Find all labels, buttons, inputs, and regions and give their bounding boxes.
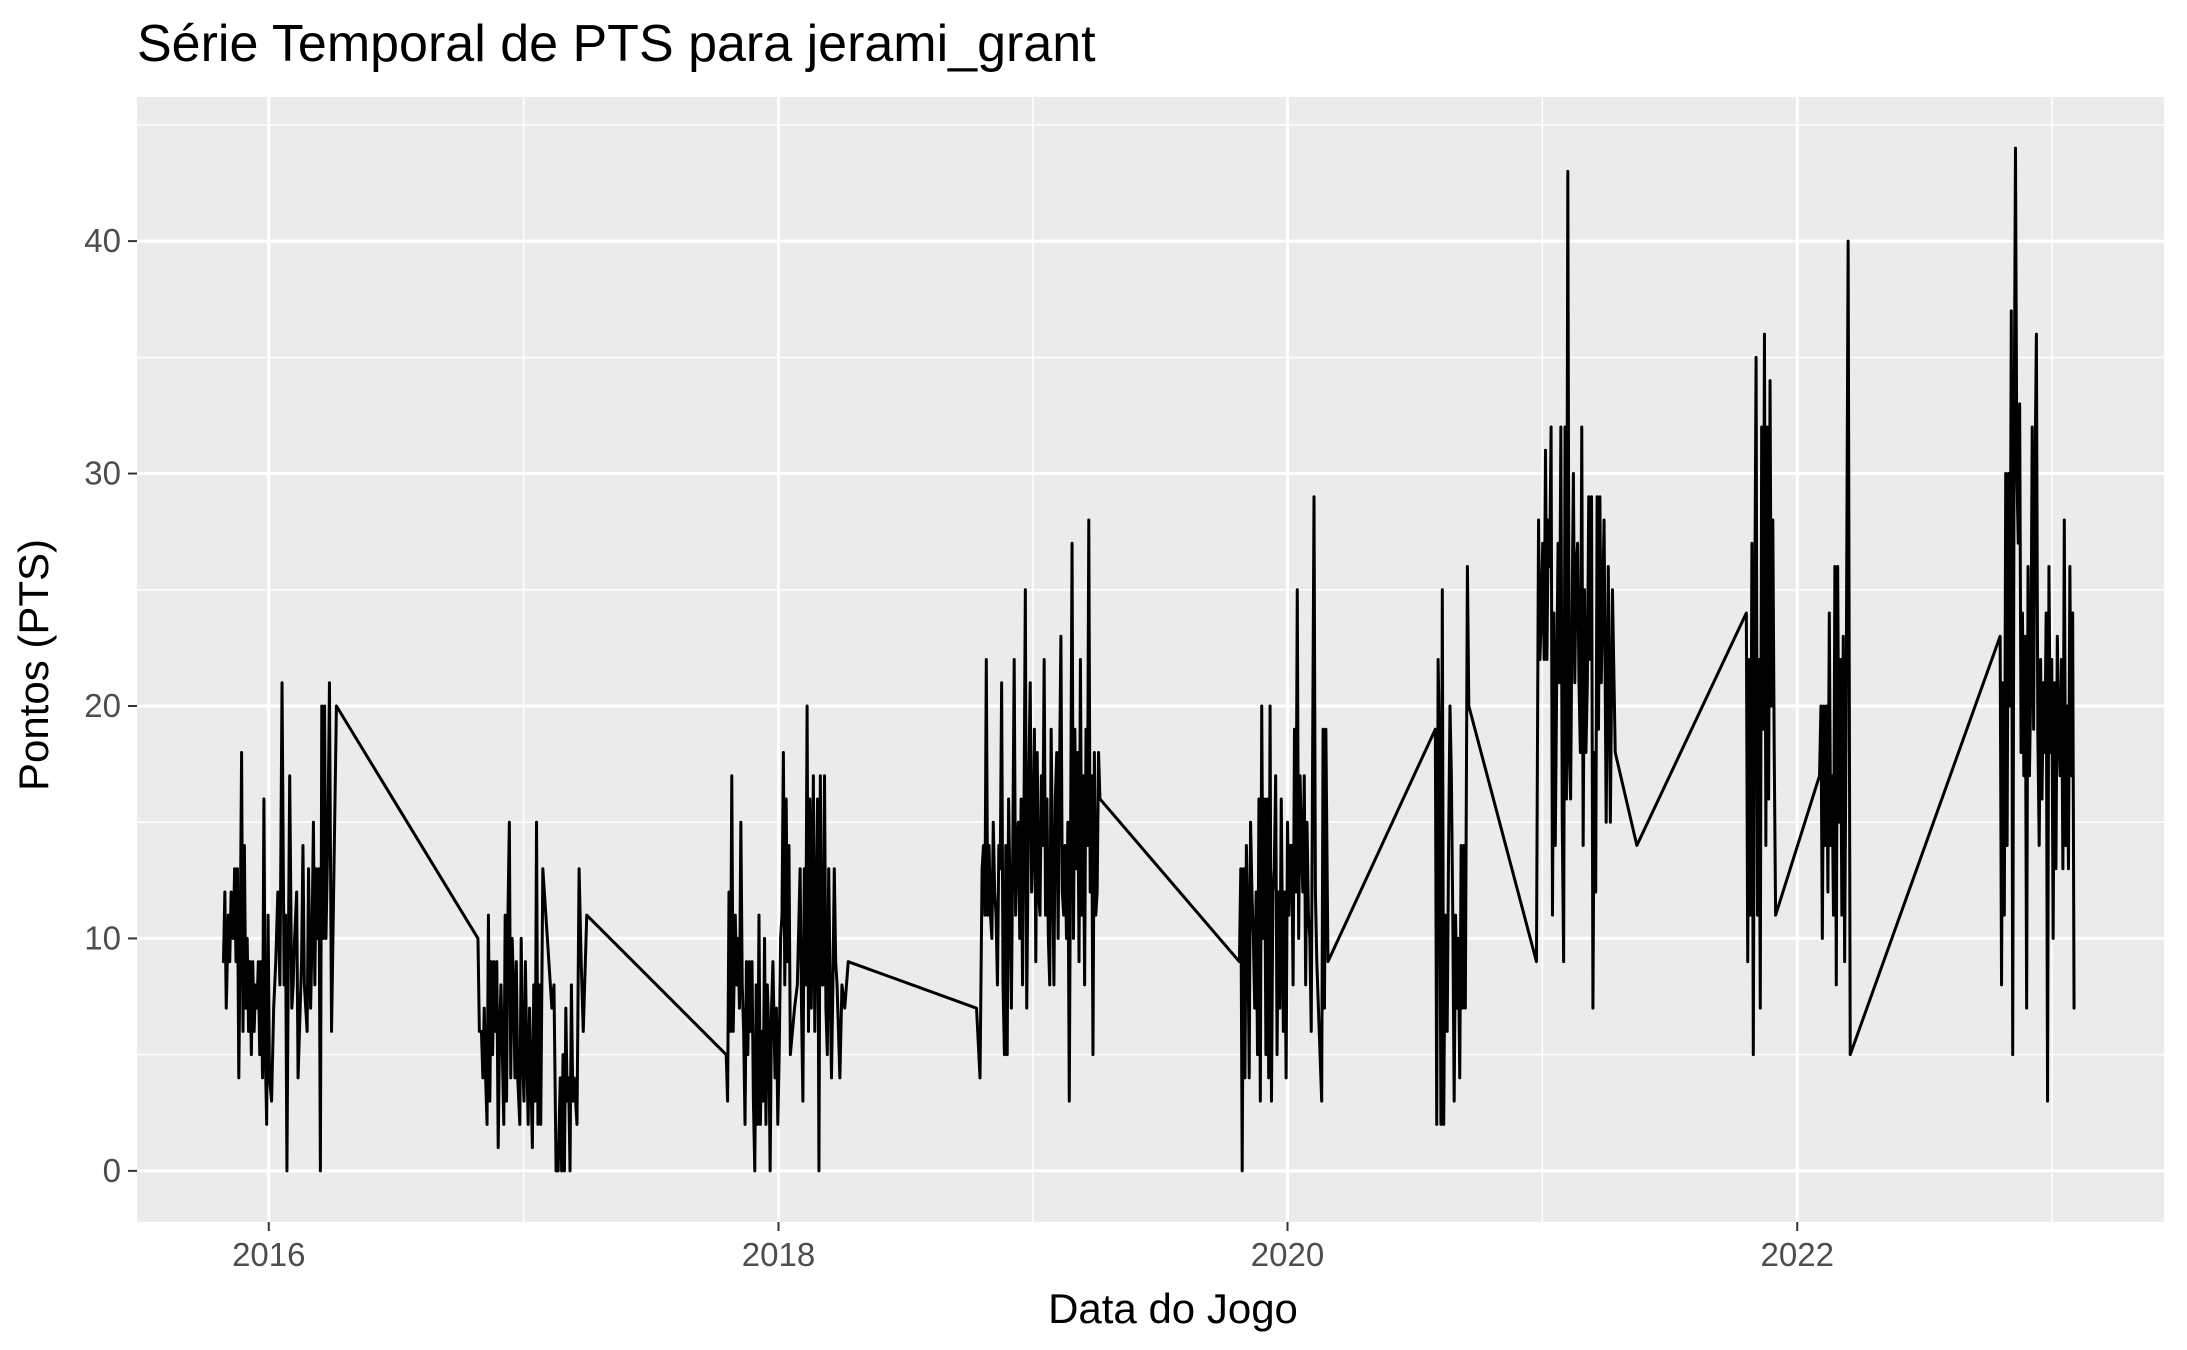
series-layer	[221, 146, 2076, 1173]
x-tick-label: 2022	[1761, 1236, 1834, 1273]
y-tick-label: 10	[84, 919, 121, 956]
y-tick-label: 20	[84, 687, 121, 724]
y-tick-label: 40	[84, 222, 121, 259]
y-tick-label: 30	[84, 455, 121, 492]
chart-title: Série Temporal de PTS para jerami_grant	[137, 15, 1096, 73]
series-line-0	[221, 146, 2076, 1173]
y-axis: 0 10 20 30 40	[84, 222, 137, 1189]
plot-panel	[137, 97, 2164, 1222]
x-axis: 2016 2018 2020 2022	[232, 1222, 1834, 1273]
x-tick-label: 2018	[742, 1236, 815, 1273]
x-tick-label: 2020	[1251, 1236, 1324, 1273]
y-tick-label: 0	[103, 1152, 121, 1189]
x-tick-label: 2016	[232, 1236, 305, 1273]
y-axis-title: Pontos (PTS)	[10, 539, 57, 791]
minor-grid	[137, 97, 2164, 1222]
x-axis-title: Data do Jogo	[1048, 1285, 1298, 1332]
